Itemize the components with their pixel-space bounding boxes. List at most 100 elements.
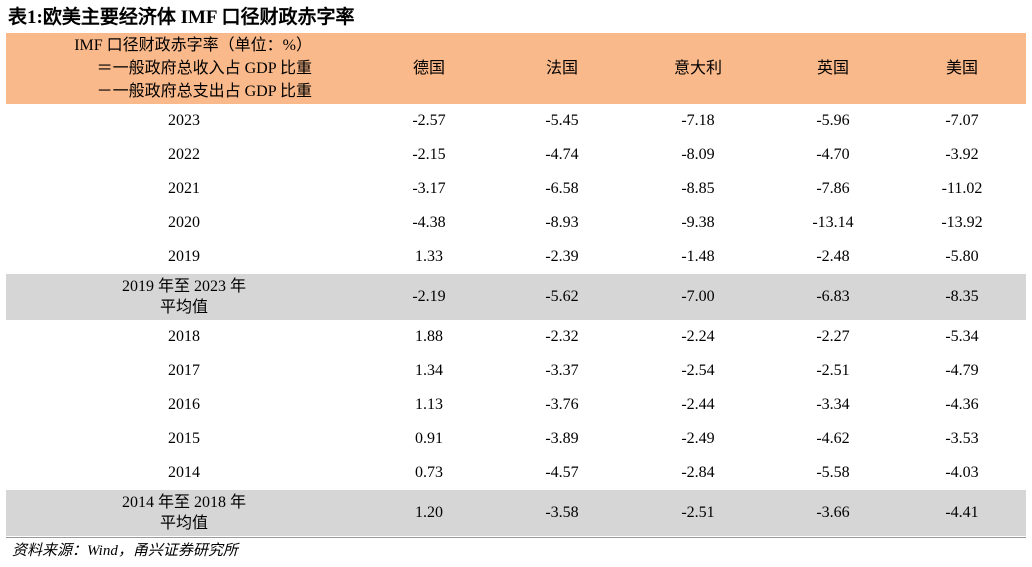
value-cell: -2.19	[412, 288, 446, 305]
value-cell: 1.34	[415, 362, 443, 379]
header-label-line: ＝一般政府总收入占 GDP 比重	[96, 60, 312, 77]
header-label-line: －一般政府总支出占 GDP 比重	[96, 83, 312, 100]
average-row: 2019 年至 2023 年 平均值 -2.19 -5.62 -7.00 -6.…	[6, 274, 1026, 320]
table-row: 2015 0.91 -3.89 -2.49 -4.62 -3.53	[6, 422, 1026, 456]
value-cell: -2.48	[816, 248, 850, 265]
value-cell: -8.35	[945, 288, 979, 305]
value-cell: -2.27	[816, 328, 850, 345]
value-cell: -2.44	[681, 396, 715, 413]
row-label: 2018	[168, 328, 200, 345]
row-label-line: 2019 年至 2023 年	[121, 278, 246, 295]
column-header-usa: 美国	[945, 59, 978, 77]
value-cell: -5.45	[545, 112, 579, 129]
value-cell: 1.88	[415, 328, 443, 345]
value-cell: -6.58	[545, 180, 579, 197]
value-cell: -3.37	[545, 362, 579, 379]
row-label: 2020	[168, 214, 200, 231]
value-cell: -5.80	[945, 248, 979, 265]
value-cell: -5.96	[816, 112, 850, 129]
row-label: 2019 年至 2023 年 平均值	[6, 276, 362, 318]
table-row: 2014 0.73 -4.57 -2.84 -5.58 -4.03	[6, 456, 1026, 490]
value-cell: -2.51	[816, 362, 850, 379]
value-cell: -6.83	[816, 288, 850, 305]
value-cell: -1.48	[681, 248, 715, 265]
value-cell: -2.24	[681, 328, 715, 345]
value-cell: -3.66	[816, 504, 850, 521]
value-cell: -3.34	[816, 396, 850, 413]
value-cell: -4.62	[816, 430, 850, 447]
row-label: 2017	[168, 362, 200, 379]
value-cell: -7.86	[816, 180, 850, 197]
value-cell: -2.49	[681, 430, 715, 447]
table-row: 2023 -2.57 -5.45 -7.18 -5.96 -7.07	[6, 104, 1026, 138]
value-cell: -3.89	[545, 430, 579, 447]
row-label: 2022	[168, 146, 200, 163]
value-cell: -3.58	[545, 504, 579, 521]
value-cell: -2.32	[545, 328, 579, 345]
value-cell: -4.74	[545, 146, 579, 163]
table-row: 2019 1.33 -2.39 -1.48 -2.48 -5.80	[6, 240, 1026, 274]
value-cell: -5.62	[545, 288, 579, 305]
value-cell: -2.54	[681, 362, 715, 379]
table-row: 2020 -4.38 -8.93 -9.38 -13.14 -13.92	[6, 206, 1026, 240]
column-header-italy: 意大利	[673, 59, 722, 77]
column-header-germany: 德国	[412, 59, 445, 77]
table-header-row: IMF 口径财政赤字率（单位：%） ＝一般政府总收入占 GDP 比重 －一般政府…	[6, 33, 1026, 104]
value-cell: -2.39	[545, 248, 579, 265]
row-label: 2014 年至 2018 年 平均值	[6, 492, 362, 534]
value-cell: -13.92	[941, 214, 983, 231]
row-label: 2016	[168, 396, 200, 413]
value-cell: -9.38	[681, 214, 715, 231]
table-row: 2016 1.13 -3.76 -2.44 -3.34 -4.36	[6, 388, 1026, 422]
average-row: 2014 年至 2018 年 平均值 1.20 -3.58 -2.51 -3.6…	[6, 490, 1026, 536]
value-cell: -4.79	[945, 362, 979, 379]
value-cell: -13.14	[812, 214, 854, 231]
header-label: IMF 口径财政赤字率（单位：%） ＝一般政府总收入占 GDP 比重 －一般政府…	[6, 34, 362, 103]
value-cell: -8.93	[545, 214, 579, 231]
value-cell: -2.57	[412, 112, 446, 129]
value-cell: -4.70	[816, 146, 850, 163]
row-label: 2021	[168, 180, 200, 197]
value-cell: -4.36	[945, 396, 979, 413]
value-cell: -3.92	[945, 146, 979, 163]
value-cell: -8.85	[681, 180, 715, 197]
value-cell: -3.76	[545, 396, 579, 413]
value-cell: -8.09	[681, 146, 715, 163]
table-bottom-rule	[6, 537, 1026, 538]
value-cell: 1.33	[415, 248, 443, 265]
value-cell: -2.15	[412, 146, 446, 163]
value-cell: 0.73	[415, 464, 443, 481]
value-cell: 0.91	[415, 430, 443, 447]
value-cell: -5.34	[945, 328, 979, 345]
value-cell: -11.02	[941, 180, 983, 197]
header-label-line: IMF 口径财政赤字率（单位：%）	[74, 37, 312, 54]
row-label: 2023	[168, 112, 200, 129]
value-cell: -3.53	[945, 430, 979, 447]
row-label-line: 2014 年至 2018 年	[121, 494, 246, 511]
value-cell: -2.84	[681, 464, 715, 481]
value-cell: -4.41	[945, 504, 979, 521]
column-header-uk: 英国	[816, 59, 849, 77]
value-cell: 1.20	[415, 504, 443, 521]
value-cell: -7.00	[681, 288, 715, 305]
value-cell: -3.17	[412, 180, 446, 197]
row-label: 2015	[168, 430, 200, 447]
table-row: 2021 -3.17 -6.58 -8.85 -7.86 -11.02	[6, 172, 1026, 206]
table-row: 2017 1.34 -3.37 -2.54 -2.51 -4.79	[6, 354, 1026, 388]
source-note: 资料来源：Wind，甬兴证券研究所	[12, 543, 238, 559]
table-row: 2018 1.88 -2.32 -2.24 -2.27 -5.34	[6, 320, 1026, 354]
value-cell: -2.51	[681, 504, 715, 521]
value-cell: -4.03	[945, 464, 979, 481]
value-cell: 1.13	[415, 396, 443, 413]
value-cell: -7.07	[945, 112, 979, 129]
value-cell: -7.18	[681, 112, 715, 129]
row-label: 2014	[168, 464, 200, 481]
value-cell: -4.38	[412, 214, 446, 231]
value-cell: -5.58	[816, 464, 850, 481]
deficit-table: IMF 口径财政赤字率（单位：%） ＝一般政府总收入占 GDP 比重 －一般政府…	[6, 33, 1026, 536]
column-header-france: 法国	[545, 59, 578, 77]
row-label-line: 平均值	[159, 299, 208, 316]
row-label: 2019	[168, 248, 200, 265]
value-cell: -4.57	[545, 464, 579, 481]
table-row: 2022 -2.15 -4.74 -8.09 -4.70 -3.92	[6, 138, 1026, 172]
